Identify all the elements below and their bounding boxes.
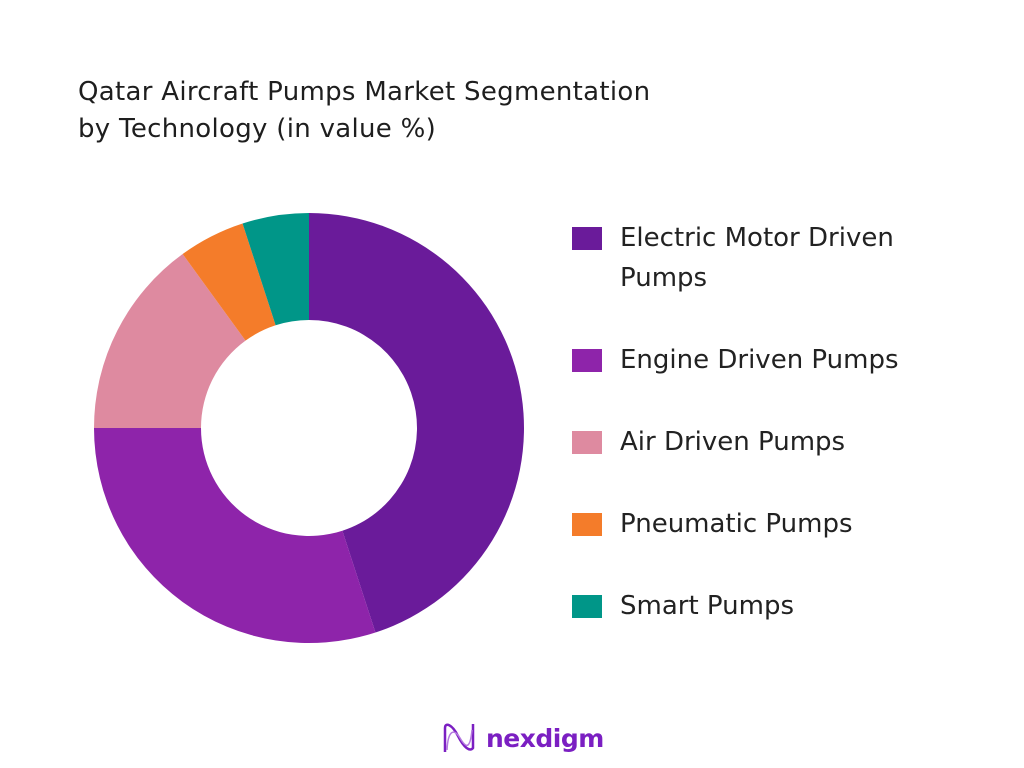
donut-slice-air-driven-pumps bbox=[94, 254, 246, 428]
chart-title: Qatar Aircraft Pumps Market Segmentation… bbox=[78, 74, 650, 148]
legend-label: Engine Driven Pumps bbox=[620, 345, 899, 375]
legend-label: Pneumatic Pumps bbox=[620, 509, 853, 539]
legend-label: Air Driven Pumps bbox=[620, 427, 846, 457]
donut-slice-pneumatic-pumps bbox=[182, 223, 276, 341]
legend-item-smart-pumps: Smart Pumps bbox=[572, 586, 992, 626]
legend-swatch bbox=[572, 513, 602, 536]
nexdigm-wave-icon bbox=[443, 723, 475, 752]
legend-swatch bbox=[572, 227, 602, 250]
chart-title-line-2: by Technology (in value %) bbox=[78, 114, 437, 144]
logo-text: nexdigm bbox=[486, 723, 604, 753]
legend-swatch bbox=[572, 349, 602, 372]
legend-item-pneumatic-pumps: Pneumatic Pumps bbox=[572, 504, 992, 544]
legend-item-engine-driven-pumps: Engine Driven Pumps bbox=[572, 340, 992, 380]
donut-slice-smart-pumps bbox=[242, 213, 309, 326]
legend-item-electric-motor-driven-pumps: Electric Motor Driven Pumps bbox=[572, 218, 992, 298]
legend-label-cont: Pumps bbox=[620, 263, 708, 293]
donut-slice-engine-driven-pumps bbox=[94, 428, 376, 644]
legend-label: Electric Motor Driven bbox=[620, 223, 894, 253]
legend-swatch bbox=[572, 431, 602, 454]
legend-swatch bbox=[572, 595, 602, 618]
donut-chart bbox=[94, 212, 525, 644]
legend: Electric Motor Driven Pumps Engine Drive… bbox=[572, 218, 992, 668]
chart-title-line-1: Qatar Aircraft Pumps Market Segmentation bbox=[78, 77, 651, 107]
donut-slice-electric-motor-driven-pumps bbox=[309, 212, 525, 633]
legend-label: Smart Pumps bbox=[620, 591, 794, 621]
legend-item-air-driven-pumps: Air Driven Pumps bbox=[572, 422, 992, 462]
nexdigm-logo: nexdigm bbox=[442, 722, 604, 754]
